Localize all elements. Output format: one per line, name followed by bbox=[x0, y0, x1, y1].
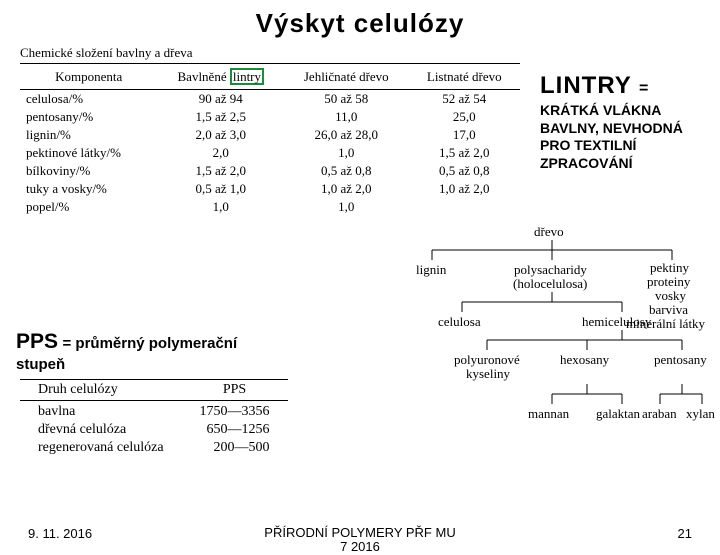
lintry-title: LINTRY = bbox=[540, 72, 649, 99]
pps-block: PPS = průměrný polymerační stupeň Druh c… bbox=[16, 330, 288, 457]
table-row: dřevná celulóza650—1256 bbox=[20, 421, 288, 439]
table-row: celulosa/%90 až 9450 až 5852 až 54 bbox=[20, 90, 520, 109]
table-row: bílkoviny/%1,5 až 2,00,5 až 0,80,5 až 0,… bbox=[20, 162, 520, 180]
pps-header-row: Druh celulózy PPS bbox=[20, 380, 288, 401]
pps-title: PPS bbox=[16, 330, 58, 353]
node-xylan: xylan bbox=[686, 406, 715, 422]
table-row: bavlna1750—3356 bbox=[20, 403, 288, 421]
table-row: tuky a vosky/%0,5 až 1,01,0 až 2,01,0 až… bbox=[20, 180, 520, 198]
lintry-description: KRÁTKÁ VLÁKNA BAVLNY, NEVHODNÁ PRO TEXTI… bbox=[540, 102, 710, 172]
lintry-definition: LINTRY = KRÁTKÁ VLÁKNA BAVLNY, NEVHODNÁ … bbox=[540, 72, 710, 172]
node-araban: araban bbox=[642, 406, 677, 422]
node-hexosany: hexosany bbox=[560, 352, 609, 368]
composition-table: Komponenta Bavlněné lintry Jehličnaté dř… bbox=[20, 63, 520, 216]
node-hemicelulosy: hemicelulosy bbox=[582, 314, 651, 330]
table-row: pentosany/%1,5 až 2,511,025,0 bbox=[20, 108, 520, 126]
node-lignin: lignin bbox=[416, 262, 446, 278]
col-bavlnene-lintry: Bavlněné lintry bbox=[157, 64, 284, 90]
node-kyseliny: kyseliny bbox=[466, 366, 510, 382]
table-row: regenerovaná celulóza200—500 bbox=[20, 439, 288, 457]
table-header-row: Komponenta Bavlněné lintry Jehličnaté dř… bbox=[20, 64, 520, 90]
composition-subtitle: Chemické složení bavlny a dřeva bbox=[0, 39, 720, 63]
table-row: pektinové látky/%2,01,01,5 až 2,0 bbox=[20, 144, 520, 162]
pps-sub: stupeň bbox=[16, 356, 288, 373]
footer-center: PŘÍRODNÍ POLYMERY PŘF MU 7 2016 bbox=[0, 526, 720, 555]
node-mannan: mannan bbox=[528, 406, 569, 422]
slide-title: Výskyt celulózy bbox=[0, 0, 720, 39]
pps-table: Druh celulózy PPS bavlna1750—3356 dřevná… bbox=[20, 379, 288, 457]
node-pentosany: pentosany bbox=[654, 352, 707, 368]
col-komponenta: Komponenta bbox=[20, 64, 157, 90]
lintry-highlight-box: lintry bbox=[230, 68, 264, 85]
node-galaktan: galaktan bbox=[596, 406, 640, 422]
col-listnate: Listnaté dřevo bbox=[409, 64, 521, 90]
table-row: lignin/%2,0 až 3,026,0 až 28,017,0 bbox=[20, 126, 520, 144]
node-holocelulosa: (holocelulosa) bbox=[513, 276, 587, 292]
col-jehlicnate: Jehličnaté dřevo bbox=[284, 64, 408, 90]
footer-page-number: 21 bbox=[678, 526, 692, 541]
node-drevo: dřevo bbox=[534, 224, 564, 240]
table-row: popel/%1,01,0 bbox=[20, 198, 520, 216]
node-celulosa: celulosa bbox=[438, 314, 481, 330]
pps-equals-text: = průměrný polymerační bbox=[62, 335, 237, 352]
